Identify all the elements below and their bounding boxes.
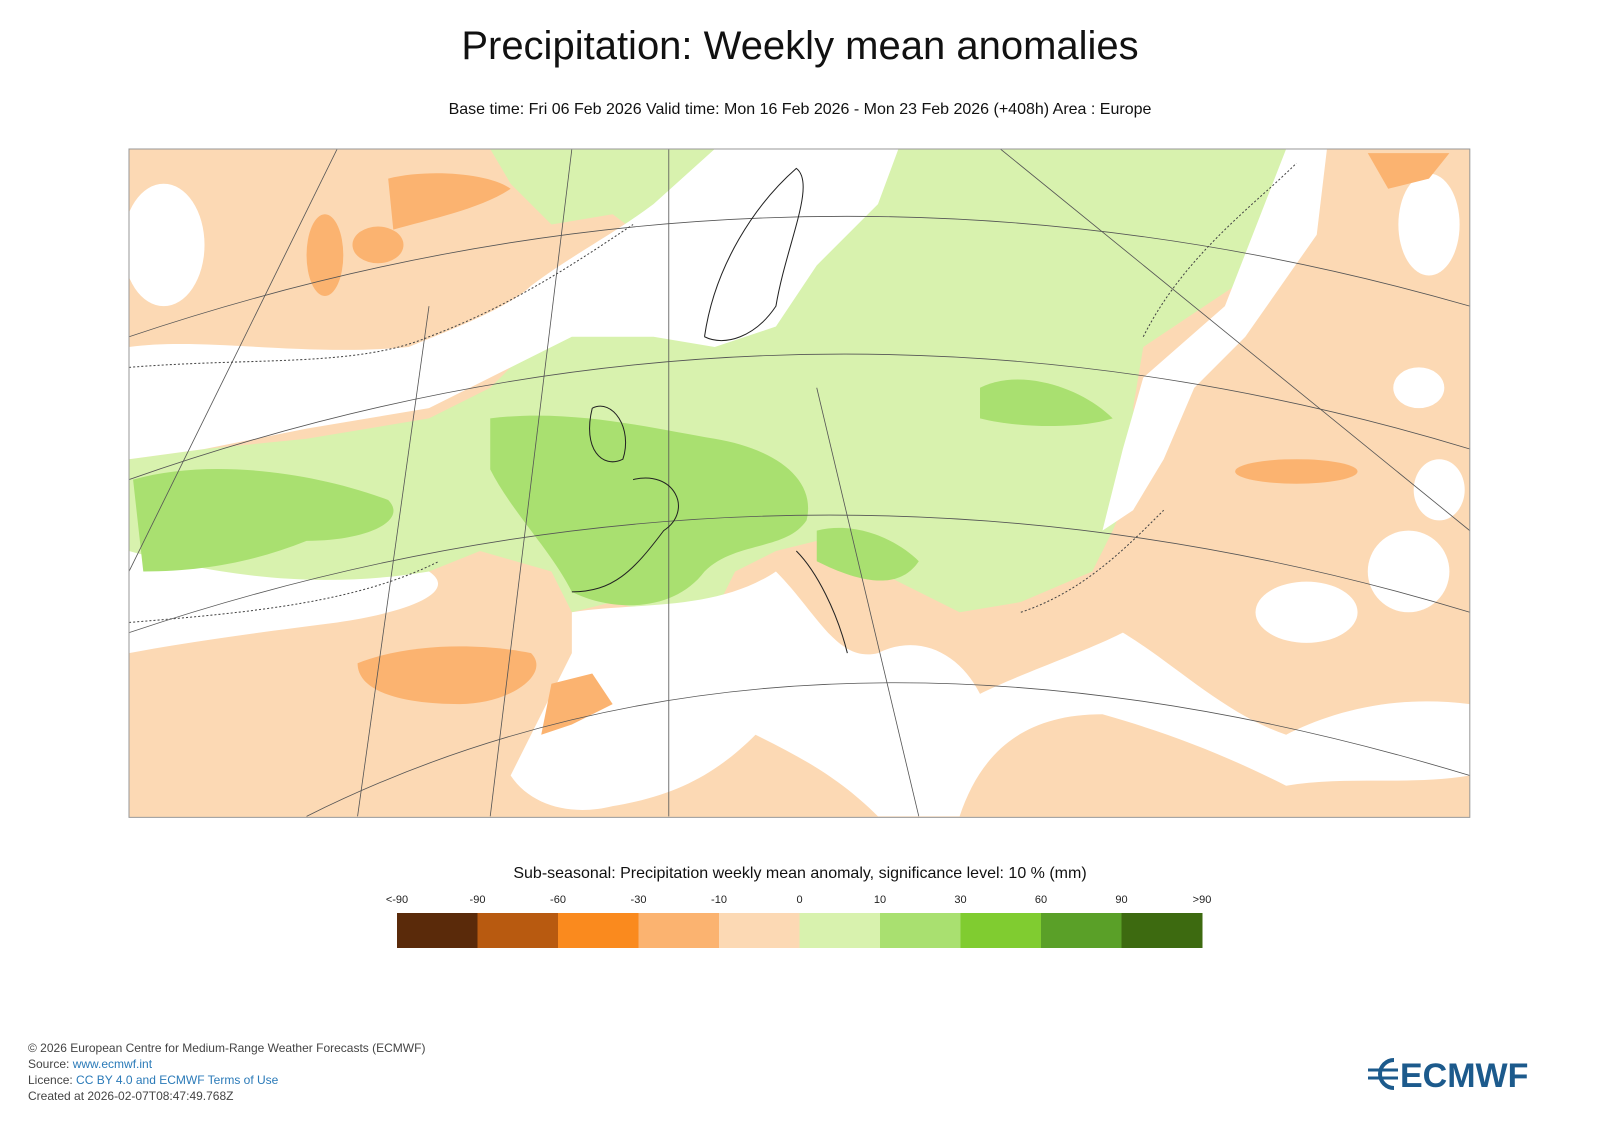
significance-contours <box>129 162 1297 623</box>
colorbar-box <box>960 913 1042 948</box>
map <box>128 148 1471 818</box>
created: Created at 2026-02-07T08:47:49.768Z <box>28 1089 234 1103</box>
colorbar: <-90 -90 -60 -30 -10 0 10 30 60 90 >90 <box>386 894 1212 948</box>
colorbar-box <box>397 913 478 948</box>
colorbar-box <box>880 913 961 948</box>
logo-text: ECMWF <box>1400 1057 1528 1095</box>
colorbar-label: >90 <box>1193 894 1212 906</box>
dry-areas <box>306 153 1450 735</box>
source-link[interactable]: www.ecmwf.int <box>72 1057 153 1071</box>
licence-link[interactable]: CC BY 4.0 and ECMWF Terms of Use <box>76 1073 279 1087</box>
subtitle: Base time: Fri 06 Feb 2026 Valid time: M… <box>448 101 1152 118</box>
colorbar-label: -90 <box>470 894 486 906</box>
title: Precipitation: Weekly mean anomalies <box>461 24 1139 68</box>
source-label: Source: <box>28 1057 70 1071</box>
colorbar-label: 10 <box>874 894 886 906</box>
colorbar-label: -60 <box>550 894 566 906</box>
strong-wet-areas <box>133 379 1113 606</box>
copyright: © 2026 European Centre for Medium-Range … <box>28 1041 426 1055</box>
footer: © 2026 European Centre for Medium-Range … <box>28 1040 425 1104</box>
colorbar-label: -10 <box>711 894 727 906</box>
graticule <box>129 148 1470 817</box>
map-frame <box>128 148 1471 818</box>
colorbar-box <box>477 913 559 948</box>
colorbar-label: 60 <box>1035 894 1047 906</box>
wet-area <box>129 148 1292 628</box>
colorbar-box <box>1041 913 1122 948</box>
logo: ECMWF <box>1368 1057 1528 1095</box>
coastlines <box>571 167 848 654</box>
colorbar-label: <-90 <box>386 894 408 906</box>
legend-title: Sub-seasonal: Precipitation weekly mean … <box>513 865 1087 882</box>
colorbar-label: 90 <box>1115 894 1127 906</box>
colorbar-label: -30 <box>631 894 647 906</box>
colorbar-label: 0 <box>796 894 802 906</box>
licence-label: Licence: <box>28 1073 73 1087</box>
neutral-areas <box>129 148 1470 817</box>
colorbar-box <box>558 913 639 948</box>
licence-line: Licence: CC BY 4.0 and ECMWF Terms of Us… <box>28 1072 425 1088</box>
source-line: Source: www.ecmwf.int <box>28 1056 425 1072</box>
colorbar-label: 30 <box>954 894 966 906</box>
colorbar-box <box>799 913 881 948</box>
logo-icon <box>1368 1058 1398 1090</box>
colorbar-box <box>719 913 800 948</box>
colorbar-box <box>1121 913 1203 948</box>
colorbar-box <box>638 913 720 948</box>
